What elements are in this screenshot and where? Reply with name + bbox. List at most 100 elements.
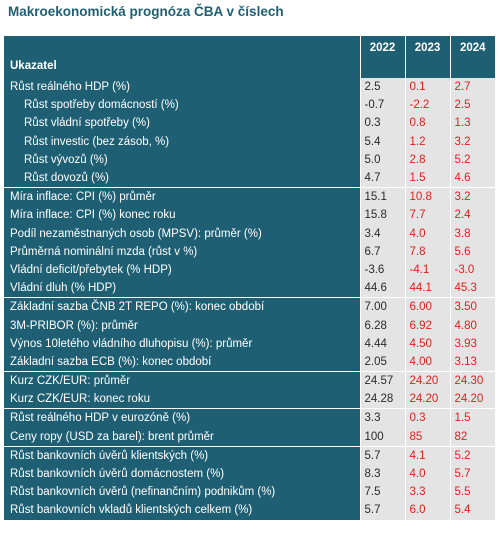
table-row: Růst bankovních úvěrů klientských (%) 5.7… (4, 445, 495, 465)
row-label: Ceny ropy (USD za barel): brent průměr (4, 427, 360, 447)
table-row: Růst reálného HDP (%) 2.5 0.1 2.7 (4, 78, 495, 97)
table-row: Růst investic (bez zásob, %) 5.4 1.2 3.2 (4, 132, 495, 151)
value-2023: 6.00 (404, 297, 450, 317)
value-2023: 7.8 (404, 242, 450, 261)
row-label: Růst reálného HDP v eurozóně (%) (4, 408, 360, 428)
row-label: Základní sazba ECB (%): konec období (4, 352, 360, 372)
row-label: Růst vládní spotřeby (%) (4, 114, 360, 133)
table-row: Podíl nezaměstnaných osob (MPSV): průměr… (4, 224, 495, 243)
value-2023: -4.1 (404, 260, 450, 280)
table-row: Míra inflace: CPI (%) konec roku 15.8 7.7 2… (4, 206, 495, 225)
value-2023: 24.20 (404, 371, 450, 391)
value-2022: 7.5 (359, 483, 405, 502)
value-2024: 5.4 (449, 501, 495, 520)
value-2023: 1.5 (404, 168, 450, 188)
value-2023: 10.8 (404, 187, 450, 207)
value-2022: -0.7 (359, 96, 405, 115)
table-row: Míra inflace: CPI (%) průměr 15.1 10.8 3.2 (4, 187, 495, 207)
value-2022: 8.3 (359, 464, 405, 484)
value-2022: 15.8 (359, 206, 405, 225)
table-row: Výnos 10letého vládního dluhopisu (%): p… (4, 334, 495, 353)
value-2023: 1.2 (404, 132, 450, 151)
value-2022: 3.4 (359, 224, 405, 243)
value-2024: 45.3 (449, 279, 495, 298)
header-year-2022: 2022 (360, 36, 406, 78)
row-label: Podíl nezaměstnaných osob (MPSV): průměr… (4, 224, 360, 243)
value-2022: 5.7 (359, 445, 405, 465)
value-2024: 3.93 (449, 334, 495, 353)
header-indicator: Ukazatel (4, 36, 361, 78)
table-row: Růst reálného HDP v eurozóně (%) 3.3 0.3 1.… (4, 408, 495, 428)
value-2024: 2.4 (449, 206, 495, 225)
value-2024: 24.20 (449, 390, 495, 409)
value-2022: 2.05 (359, 352, 405, 372)
value-2022: 24.57 (359, 371, 405, 391)
value-2023: 4.1 (404, 445, 450, 465)
value-2022: 5.0 (359, 150, 405, 169)
value-2022: 24.28 (359, 390, 405, 409)
row-label: Průměrná nominální mzda (růst v %) (4, 242, 360, 261)
value-2022: 5.7 (359, 501, 405, 520)
row-label: Míra inflace: CPI (%) průměr (4, 187, 360, 207)
table-row: Růst bankovních úvěrů (nefinančním) podn… (4, 483, 495, 502)
row-label: Růst reálného HDP (%) (4, 78, 360, 97)
value-2024: -3.0 (449, 260, 495, 280)
value-2023: 0.3 (404, 408, 450, 428)
value-2022: 44.6 (359, 279, 405, 298)
value-2024: 24.30 (449, 371, 495, 391)
value-2023: 2.8 (404, 150, 450, 169)
value-2022: 100 (359, 427, 405, 447)
row-label: Růst dovozů (%) (4, 168, 360, 188)
value-2022: 15.1 (359, 187, 405, 207)
row-label: Výnos 10letého vládního dluhopisu (%): p… (4, 334, 360, 353)
value-2024: 1.3 (449, 114, 495, 133)
value-2022: 4.44 (359, 334, 405, 353)
value-2024: 3.13 (449, 352, 495, 372)
row-label: Růst bankovních vkladů klientských celke… (4, 501, 360, 520)
value-2024: 5.2 (449, 150, 495, 169)
value-2022: 7.00 (359, 297, 405, 317)
value-2023: 24.20 (404, 390, 450, 409)
row-label: Míra inflace: CPI (%) konec roku (4, 206, 360, 225)
value-2024: 5.6 (449, 242, 495, 261)
table-row: Růst dovozů (%) 4.7 1.5 4.6 (4, 168, 495, 188)
table-row: Růst vývozů (%) 5.0 2.8 5.2 (4, 150, 495, 169)
value-2022: 0.3 (359, 114, 405, 133)
table-row: Růst bankovních úvěrů domácnostem (%) 8.3… (4, 464, 495, 484)
value-2024: 5.2 (449, 445, 495, 465)
value-2024: 5.5 (449, 483, 495, 502)
value-2023: 0.8 (404, 114, 450, 133)
table-row: 3M-PRIBOR (%): průměr 6.28 6.92 4.80 (4, 316, 495, 335)
table-row: Růst bankovních vkladů klientských celke… (4, 501, 495, 520)
forecast-table-container: Ukazatel 2022 2023 2024 Růst reálného HD… (4, 36, 495, 520)
value-2022: 6.7 (359, 242, 405, 261)
value-2024: 1.5 (449, 408, 495, 428)
header-year-2024: 2024 (450, 36, 495, 78)
value-2024: 3.50 (449, 297, 495, 317)
value-2023: 3.3 (404, 483, 450, 502)
value-2024: 3.2 (449, 187, 495, 207)
value-2023: -2.2 (404, 96, 450, 115)
value-2023: 6.92 (404, 316, 450, 335)
table-row: Základní sazba ČNB 2T REPO (%): konec ob… (4, 297, 495, 317)
row-label: Růst bankovních úvěrů (nefinančním) podn… (4, 483, 360, 502)
row-label: Růst bankovních úvěrů klientských (%) (4, 445, 360, 465)
value-2024: 2.5 (449, 96, 495, 115)
table-row: Kurz CZK/EUR: konec roku 24.28 24.20 24.20 (4, 390, 495, 409)
value-2024: 5.7 (449, 464, 495, 484)
table-row: Vládní dluh (% HDP) 44.6 44.1 45.3 (4, 279, 495, 298)
value-2023: 7.7 (404, 206, 450, 225)
value-2024: 2.7 (449, 78, 495, 97)
row-label: Kurz CZK/EUR: konec roku (4, 390, 360, 409)
value-2022: 4.7 (359, 168, 405, 188)
table-row: Kurz CZK/EUR: průměr 24.57 24.20 24.30 (4, 371, 495, 391)
value-2023: 0.1 (404, 78, 450, 97)
value-2023: 4.0 (404, 224, 450, 243)
value-2023: 44.1 (404, 279, 450, 298)
value-2023: 85 (404, 427, 450, 447)
table-row: Vládní deficit/přebytek (% HDP) -3.6 -4.1-… (4, 260, 495, 280)
value-2024: 4.80 (449, 316, 495, 335)
row-label: Vládní deficit/přebytek (% HDP) (4, 260, 360, 280)
table-row: Ceny ropy (USD za barel): brent průměr 10… (4, 427, 495, 447)
value-2024: 3.8 (449, 224, 495, 243)
